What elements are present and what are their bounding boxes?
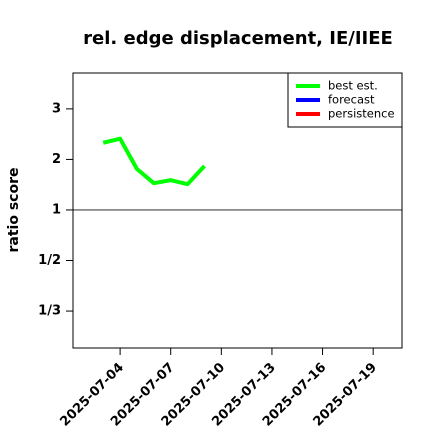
- series-line: [102, 136, 206, 187]
- y-tick-label: 3: [52, 101, 61, 116]
- plot-frame: [72, 72, 403, 349]
- y-tick-label: 1/2: [38, 253, 61, 268]
- y-tick-label: 1: [52, 202, 61, 217]
- legend-label: best est.: [328, 79, 378, 93]
- legend-label: forecast: [328, 93, 375, 107]
- y-tick-label: 1/3: [38, 304, 61, 319]
- y-axis-label: ratio score: [6, 168, 22, 253]
- legend-label: persistence: [328, 107, 395, 121]
- chart-title: rel. edge displacement, IE/IIEE: [83, 28, 393, 49]
- y-tick-label: 2: [52, 152, 61, 167]
